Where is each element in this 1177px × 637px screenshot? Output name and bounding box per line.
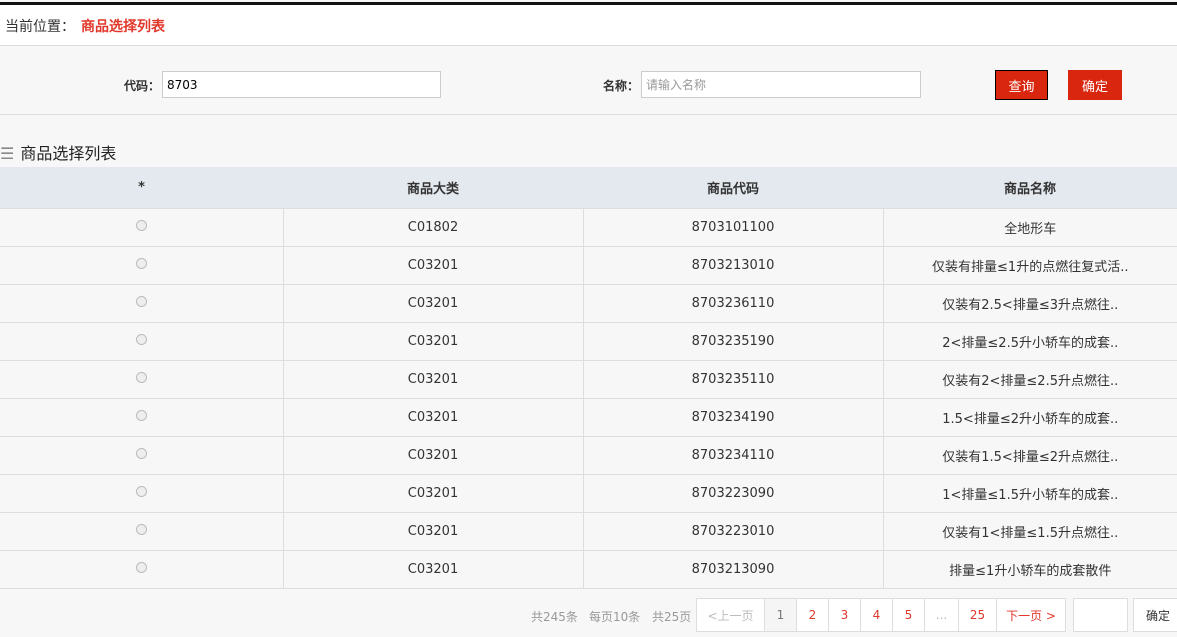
category-cell: C01802: [282, 208, 584, 247]
code-cell: 8703101100: [582, 208, 884, 247]
table-row[interactable]: C03201 8703235110 仅装有2<排量≤2.5升点燃往..: [0, 360, 1177, 399]
select-cell: [0, 246, 284, 285]
section-title-text: 商品选择列表: [20, 144, 117, 163]
row-radio[interactable]: [135, 523, 147, 535]
row-radio[interactable]: [135, 219, 147, 231]
name-cell: 仅装有排量≤1升的点燃往复式活..: [882, 246, 1177, 285]
category-cell: C03201: [282, 284, 584, 323]
column-header: 商品代码: [583, 167, 883, 209]
category-cell: C03201: [282, 512, 584, 551]
category-cell: C03201: [282, 246, 584, 285]
category-cell: C03201: [282, 550, 584, 589]
table-row[interactable]: C01802 8703101100 全地形车: [0, 208, 1177, 247]
table-row[interactable]: C03201 8703236110 仅装有2.5<排量≤3升点燃往..: [0, 284, 1177, 323]
category-cell: C03201: [282, 474, 584, 513]
breadcrumb-label: 当前位置：: [5, 19, 75, 35]
row-radio[interactable]: [135, 447, 147, 459]
prev-page-button[interactable]: <上一页: [696, 598, 765, 632]
name-cell: 仅装有2.5<排量≤3升点燃往..: [882, 284, 1177, 323]
code-cell: 8703234110: [582, 436, 884, 475]
row-radio[interactable]: [135, 409, 147, 421]
top-border: [0, 2, 1177, 5]
column-header: *: [0, 167, 283, 209]
page-button[interactable]: 2: [796, 598, 829, 632]
per-page: 每页10条: [589, 610, 641, 624]
query-button[interactable]: 查询: [995, 70, 1048, 100]
product-table: * 商品大类 商品代码 商品名称 C01802 8703101100 全地形车 C03201…: [0, 167, 1177, 589]
table-row[interactable]: C03201 8703235190 2<排量≤2.5升小轿车的成套..: [0, 322, 1177, 361]
table-row[interactable]: C03201 8703234190 1.5<排量≤2升小轿车的成套..: [0, 398, 1177, 437]
code-cell: 8703213010: [582, 246, 884, 285]
code-cell: 8703223010: [582, 512, 884, 551]
page-button[interactable]: 3: [828, 598, 861, 632]
name-label: 名称：: [603, 79, 640, 93]
confirm-button[interactable]: 确定: [1068, 70, 1122, 100]
name-cell: 1<排量≤1.5升小轿车的成套..: [882, 474, 1177, 513]
page-jump-button[interactable]: 确定: [1133, 598, 1177, 632]
table-row[interactable]: C03201 8703213010 仅装有排量≤1升的点燃往复式活..: [0, 246, 1177, 285]
page-button[interactable]: 1: [764, 598, 797, 632]
code-cell: 8703235190: [582, 322, 884, 361]
row-radio[interactable]: [135, 371, 147, 383]
column-header: 商品名称: [883, 167, 1177, 209]
name-cell: 仅装有1.5<排量≤2升点燃往..: [882, 436, 1177, 475]
page-jump-input[interactable]: [1073, 598, 1128, 632]
code-cell: 8703236110: [582, 284, 884, 323]
name-cell: 2<排量≤2.5升小轿车的成套..: [882, 322, 1177, 361]
search-bar: 代码： 名称： 查询 确定: [0, 46, 1177, 115]
row-radio[interactable]: [135, 333, 147, 345]
category-cell: C03201: [282, 436, 584, 475]
section-title: ☰ 商品选择列表: [0, 140, 116, 164]
page-button[interactable]: 5: [892, 598, 925, 632]
breadcrumb: 当前位置： 商品选择列表: [0, 5, 1177, 46]
name-input[interactable]: [641, 71, 921, 98]
name-cell: 仅装有2<排量≤2.5升点燃往..: [882, 360, 1177, 399]
column-header: 商品大类: [283, 167, 583, 209]
page-button[interactable]: ...: [924, 598, 959, 632]
select-cell: [0, 436, 284, 475]
list-icon: ☰: [0, 144, 15, 163]
table-row[interactable]: C03201 8703223010 仅装有1<排量≤1.5升点燃往..: [0, 512, 1177, 551]
code-label: 代码：: [124, 79, 161, 93]
select-cell: [0, 550, 284, 589]
name-cell: 仅装有1<排量≤1.5升点燃往..: [882, 512, 1177, 551]
select-cell: [0, 284, 284, 323]
category-cell: C03201: [282, 398, 584, 437]
category-cell: C03201: [282, 322, 584, 361]
select-cell: [0, 322, 284, 361]
select-cell: [0, 398, 284, 437]
select-cell: [0, 512, 284, 551]
category-cell: C03201: [282, 360, 584, 399]
table-row[interactable]: C03201 8703234110 仅装有1.5<排量≤2升点燃往..: [0, 436, 1177, 475]
breadcrumb-current: 商品选择列表: [81, 19, 165, 35]
code-cell: 8703213090: [582, 550, 884, 589]
code-input[interactable]: [162, 71, 441, 98]
page-button[interactable]: 25: [958, 598, 997, 632]
pagination: 共245条 每页10条 共25页 <上一页 1 2 3 4 5... 25 下一页 > 确…: [0, 598, 1177, 632]
name-cell: 全地形车: [882, 208, 1177, 247]
total-count: 共245条: [531, 610, 578, 624]
row-radio[interactable]: [135, 561, 147, 573]
code-cell: 8703235110: [582, 360, 884, 399]
code-cell: 8703234190: [582, 398, 884, 437]
select-cell: [0, 208, 284, 247]
next-page-button[interactable]: 下一页 >: [996, 598, 1066, 632]
row-radio[interactable]: [135, 257, 147, 269]
row-radio[interactable]: [135, 295, 147, 307]
page-count: 共25页: [652, 610, 692, 624]
table-row[interactable]: C03201 8703223090 1<排量≤1.5升小轿车的成套..: [0, 474, 1177, 513]
code-cell: 8703223090: [582, 474, 884, 513]
row-radio[interactable]: [135, 485, 147, 497]
name-cell: 1.5<排量≤2升小轿车的成套..: [882, 398, 1177, 437]
name-cell: 排量≤1升小轿车的成套散件: [882, 550, 1177, 589]
select-cell: [0, 474, 284, 513]
page-button[interactable]: 4: [860, 598, 893, 632]
table-row[interactable]: C03201 8703213090 排量≤1升小轿车的成套散件: [0, 550, 1177, 589]
select-cell: [0, 360, 284, 399]
